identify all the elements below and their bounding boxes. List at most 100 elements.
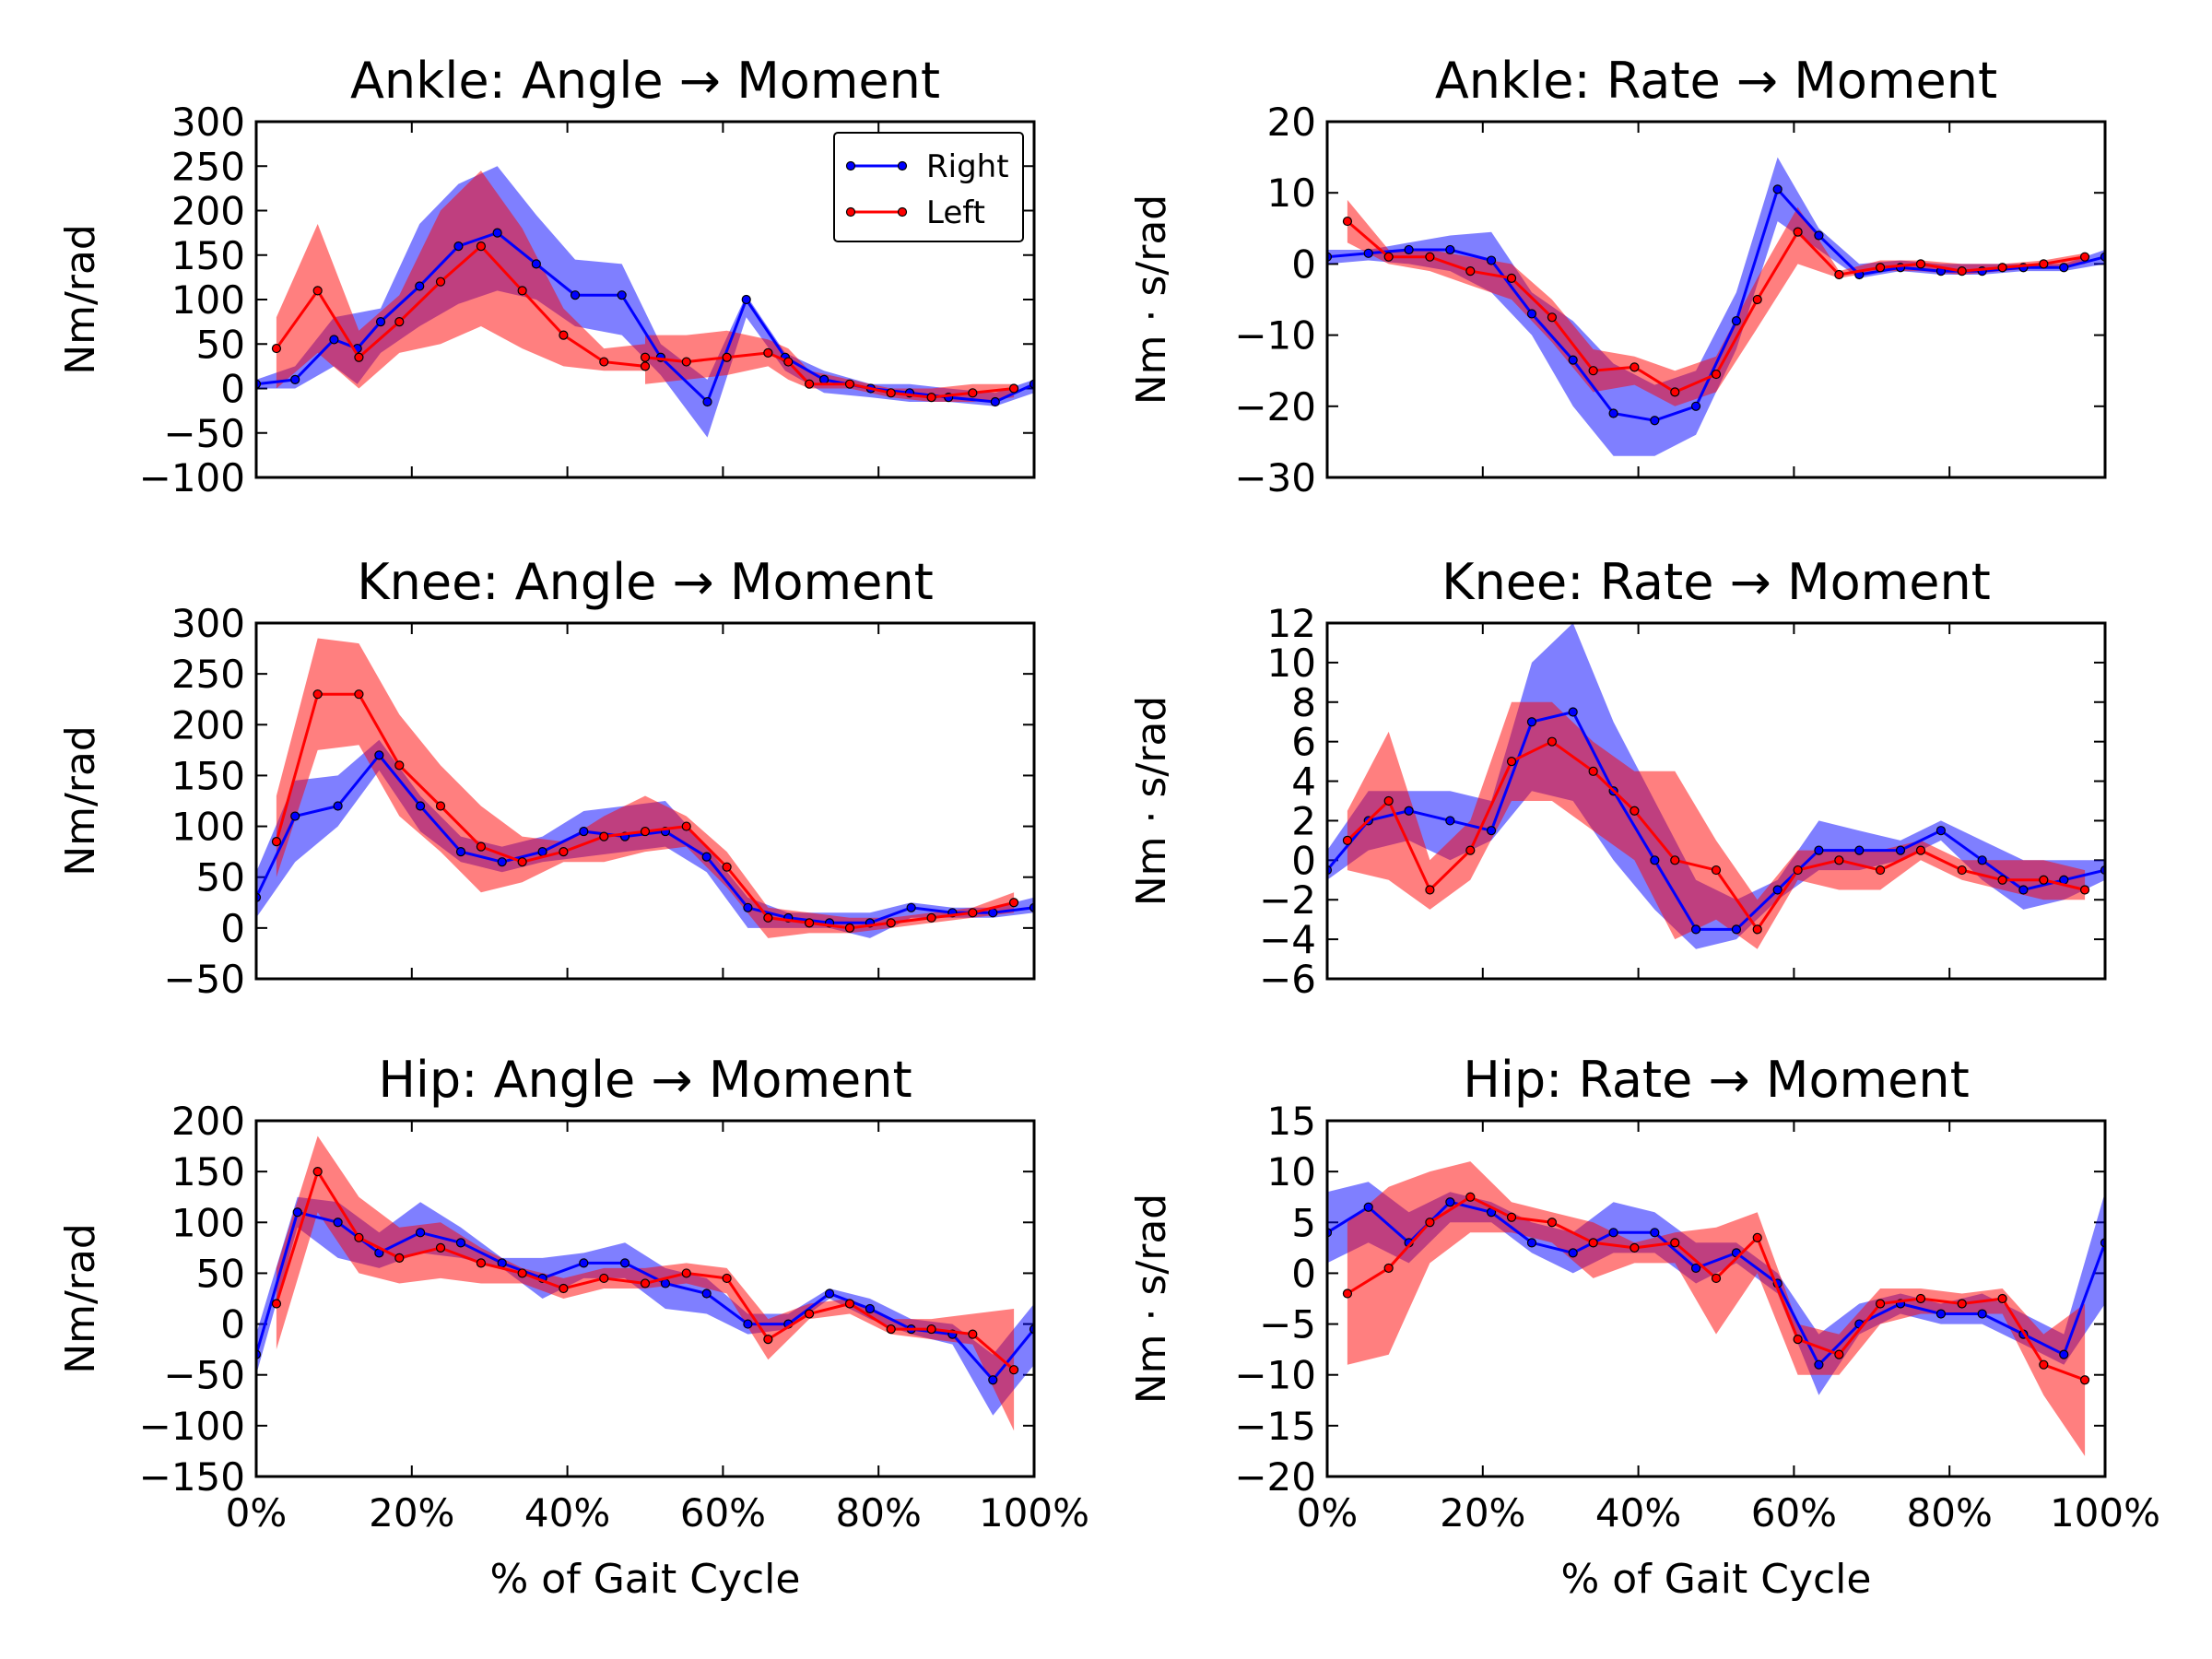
point-right — [415, 281, 425, 291]
point-left — [640, 352, 651, 362]
point-right — [333, 801, 343, 811]
plot-frame — [1325, 621, 2107, 981]
y-tick-label: −30 — [1234, 455, 1316, 500]
point-left — [435, 801, 446, 811]
point-right — [1690, 1263, 1701, 1274]
point-left — [517, 286, 527, 296]
plot-frame — [1325, 120, 2107, 479]
point-right — [292, 1207, 302, 1218]
y-axis-label: Nm · s/rad — [1128, 1194, 1175, 1404]
point-right — [415, 1228, 426, 1238]
point-right — [1814, 230, 1824, 241]
point-left — [968, 908, 978, 918]
plot-frame — [1325, 1119, 2107, 1478]
y-axis-label: Nm/rad — [57, 1223, 104, 1374]
point-left — [1630, 806, 1640, 816]
x-tick-label: 20% — [1440, 1490, 1525, 1535]
point-left — [763, 912, 773, 923]
point-right — [579, 826, 589, 837]
point-right — [497, 857, 507, 867]
y-tick-label: 5 — [1291, 1200, 1316, 1245]
y-axis-label: Nm/rad — [57, 725, 104, 877]
point-left — [1342, 835, 1353, 845]
y-tick-label: 6 — [1291, 720, 1316, 765]
y-tick-label: 0 — [220, 367, 245, 412]
point-left — [559, 330, 569, 340]
y-tick-label: −100 — [139, 455, 245, 500]
point-right — [1526, 309, 1537, 319]
point-left — [1997, 1293, 2007, 1304]
legend-marker — [897, 206, 908, 218]
chart-title: Hip: Angle → Moment — [378, 1051, 912, 1109]
point-right — [1568, 707, 1578, 717]
point-left — [1711, 369, 1722, 380]
point-right — [1445, 244, 1455, 255]
point-left — [1793, 1335, 1803, 1345]
point-left — [476, 1258, 487, 1268]
line-right — [256, 1210, 1034, 1382]
legend-marker — [897, 160, 908, 171]
point-left — [1875, 263, 1886, 273]
point-right — [1486, 826, 1497, 836]
legend-label-right: Right — [926, 148, 1009, 185]
point-left — [1342, 216, 1353, 227]
point-left — [1670, 1238, 1680, 1248]
point-right — [1445, 816, 1455, 826]
point-right — [375, 317, 386, 327]
y-axis-label: Nm · s/rad — [1128, 194, 1175, 405]
point-right — [1936, 1309, 1947, 1319]
point-left — [968, 1329, 978, 1339]
y-tick-label: 0 — [1291, 1251, 1316, 1296]
point-left — [354, 689, 364, 700]
point-left — [476, 841, 487, 852]
point-right — [1936, 826, 1947, 836]
data-layer — [1327, 623, 2105, 949]
point-left — [640, 1278, 651, 1288]
point-right — [743, 1319, 753, 1329]
y-tick-label: 300 — [171, 100, 245, 145]
point-left — [559, 847, 569, 857]
point-left — [1875, 1299, 1886, 1309]
subplot-knee-angle: Knee: Angle → Moment Nm/rad −50 0 50 100 150 20… — [57, 553, 1036, 1002]
point-right — [865, 1303, 876, 1314]
point-right — [1608, 408, 1618, 418]
point-left — [844, 379, 855, 389]
subplot-hip-angle: Hip: Angle → Moment Nm/rad −150 −100 −50 0 50 1… — [57, 1051, 1089, 1535]
y-tick-label: −15 — [1234, 1404, 1316, 1449]
point-left — [1588, 1238, 1598, 1248]
y-tick-label: 0 — [220, 906, 245, 951]
point-left — [968, 388, 978, 398]
point-right — [453, 241, 464, 252]
point-right — [1404, 806, 1414, 816]
point-right — [701, 852, 712, 862]
y-tick-label: 50 — [196, 322, 245, 367]
band-left — [1347, 701, 2086, 949]
point-right — [619, 1258, 630, 1268]
legend: Right Left — [833, 132, 1024, 242]
y-tick-label: −50 — [163, 1353, 245, 1398]
point-left — [2039, 259, 2049, 269]
point-left — [926, 1324, 936, 1335]
point-left — [1752, 294, 1762, 305]
y-tick-label: 10 — [1267, 171, 1316, 216]
point-left — [1588, 366, 1598, 376]
point-left — [1834, 269, 1844, 280]
point-left — [435, 276, 446, 287]
y-tick-label: 200 — [171, 189, 245, 234]
point-right — [374, 750, 384, 760]
x-tick-label: 60% — [1751, 1490, 1837, 1535]
point-right — [988, 1375, 998, 1385]
y-tick-label: 15 — [1267, 1099, 1316, 1144]
point-right — [702, 396, 712, 407]
point-right — [1977, 855, 1987, 865]
point-left — [1465, 1192, 1476, 1202]
legend-label-left: Left — [926, 194, 985, 231]
point-right — [329, 335, 339, 345]
point-left — [926, 393, 936, 403]
y-tick-label: 250 — [171, 144, 245, 189]
point-left — [271, 837, 282, 847]
point-left — [1008, 1365, 1019, 1375]
point-left — [681, 1268, 691, 1278]
subplot-ankle-angle: Ankle: Angle → Moment Nm/rad −100−50050100… — [57, 52, 1036, 500]
point-left — [1506, 757, 1517, 767]
